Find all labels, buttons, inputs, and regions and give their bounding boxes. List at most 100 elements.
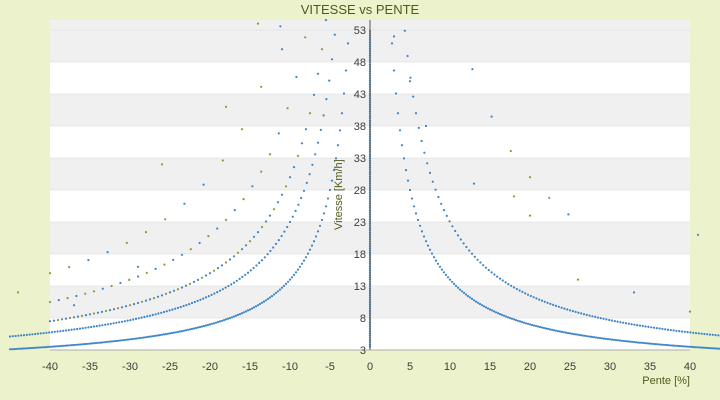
data-point [116, 307, 120, 310]
data-point [571, 310, 574, 313]
data-point [68, 344, 72, 347]
data-point [518, 320, 522, 323]
data-point [440, 202, 443, 205]
data-point [552, 303, 555, 306]
data-point [542, 326, 546, 330]
data-point [308, 173, 311, 176]
data-point [682, 345, 686, 348]
data-point [448, 278, 452, 281]
data-point [336, 144, 340, 147]
data-point [268, 296, 272, 299]
data-point [450, 280, 454, 283]
data-point [134, 337, 138, 340]
data-point [140, 316, 143, 319]
data-point [398, 129, 402, 132]
data-point [697, 332, 700, 335]
data-point [210, 322, 214, 325]
data-point [612, 338, 616, 341]
data-point [256, 22, 260, 25]
x-axis: -40 -35 -30 -25 -20 -15 -10 -5 0 5 10 15 20 25 30 35 40 [42, 349, 696, 373]
data-point [588, 335, 592, 338]
data-point [260, 225, 264, 229]
data-point [138, 336, 142, 340]
data-point [213, 292, 216, 295]
data-point [260, 170, 263, 173]
data-point [312, 240, 316, 243]
data-point [174, 331, 178, 334]
data-point [456, 286, 460, 289]
data-point [54, 345, 58, 348]
data-point [602, 317, 605, 320]
data-point [204, 324, 208, 327]
data-point [496, 312, 500, 315]
data-point [627, 322, 630, 325]
data-point [78, 343, 82, 346]
data-point [464, 293, 468, 296]
data-point [204, 274, 208, 277]
data-point [31, 333, 34, 336]
data-point [284, 282, 288, 285]
data-point [311, 163, 314, 166]
data-point [599, 317, 602, 320]
data-point [92, 342, 96, 345]
data-point [318, 224, 322, 227]
data-point [300, 262, 304, 265]
data-point [277, 239, 280, 242]
data-point [406, 54, 409, 58]
data-point [73, 328, 76, 331]
data-point [538, 325, 542, 329]
data-point [62, 329, 65, 332]
data-point [180, 286, 184, 289]
data-point [192, 327, 196, 330]
data-point [72, 343, 76, 347]
data-point [696, 233, 700, 236]
data-point [436, 262, 440, 265]
data-point [190, 301, 194, 305]
data-point [333, 33, 336, 36]
data-point [392, 69, 396, 72]
data-point [420, 139, 423, 143]
data-point [468, 249, 471, 252]
data-point [334, 157, 338, 160]
data-point [188, 303, 191, 306]
data-point [641, 324, 644, 328]
data-point [39, 332, 42, 335]
data-point [320, 48, 324, 51]
data-point [437, 195, 440, 199]
data-point [184, 284, 188, 287]
data-point [676, 344, 680, 347]
data-point [30, 346, 34, 350]
data-point [428, 171, 432, 174]
data-point [129, 319, 132, 322]
data-point [188, 328, 192, 331]
data-point [686, 345, 690, 348]
data-point [647, 325, 650, 328]
data-point [518, 289, 521, 292]
data-point [52, 345, 56, 348]
data-point [591, 315, 594, 318]
data-point [36, 332, 40, 335]
data-point [42, 332, 45, 335]
data-point [414, 112, 418, 115]
data-point [123, 320, 126, 323]
data-point [104, 309, 108, 313]
data-point [468, 296, 472, 299]
data-point [344, 69, 348, 72]
data-point [314, 153, 317, 156]
data-point [342, 92, 346, 95]
data-point [431, 180, 434, 183]
data-point [596, 316, 600, 319]
data-point [690, 345, 694, 348]
data-point [605, 318, 608, 321]
data-point [165, 310, 168, 313]
data-point [666, 344, 670, 347]
data-point [406, 179, 410, 182]
data-point [218, 320, 222, 323]
data-point [346, 42, 350, 45]
data-point [82, 343, 86, 346]
data-point [402, 157, 406, 160]
data-point [396, 112, 400, 115]
data-point [84, 342, 88, 346]
data-point [698, 346, 702, 349]
